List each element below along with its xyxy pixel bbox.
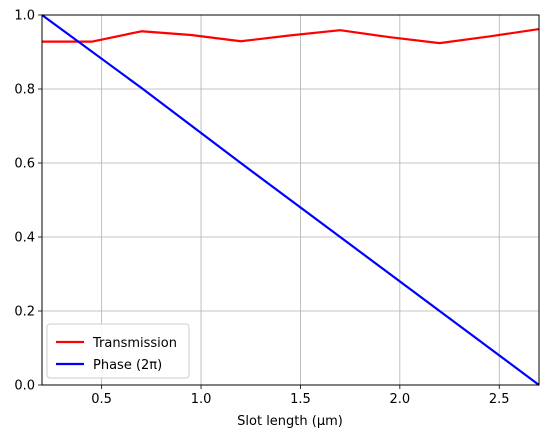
y-tick-label: 1.0 — [14, 9, 35, 24]
x-tick-label: 1.0 — [191, 392, 212, 407]
transmission-line — [42, 27, 540, 45]
phase-line — [41, 14, 540, 386]
y-tick-label: 0.6 — [14, 157, 35, 172]
x-axis-label: Slot length (μm) — [237, 414, 343, 429]
y-tick-label: 0.4 — [14, 231, 35, 246]
legend: Transmission Phase (2π) — [46, 323, 190, 379]
x-tick-label: 2.5 — [489, 392, 510, 407]
plot-frame — [41, 14, 540, 386]
y-tick-label: 0.8 — [14, 83, 35, 98]
x-tick-label: 2.0 — [389, 392, 410, 407]
x-tick-label: 0.5 — [91, 392, 112, 407]
y-tick-label: 0.2 — [14, 305, 35, 320]
grid — [42, 15, 539, 385]
series-lines — [41, 14, 540, 386]
y-tick-label: 0.0 — [14, 379, 35, 394]
axis-ticks: 0.5 1.0 1.5 2.0 2.5 0.0 0.2 0.4 0.6 0.8 1.0 — [14, 9, 509, 408]
legend-label-phase: Phase (2π) — [93, 358, 162, 373]
x-tick-label: 1.5 — [290, 392, 311, 407]
legend-label-transmission: Transmission — [92, 336, 177, 351]
